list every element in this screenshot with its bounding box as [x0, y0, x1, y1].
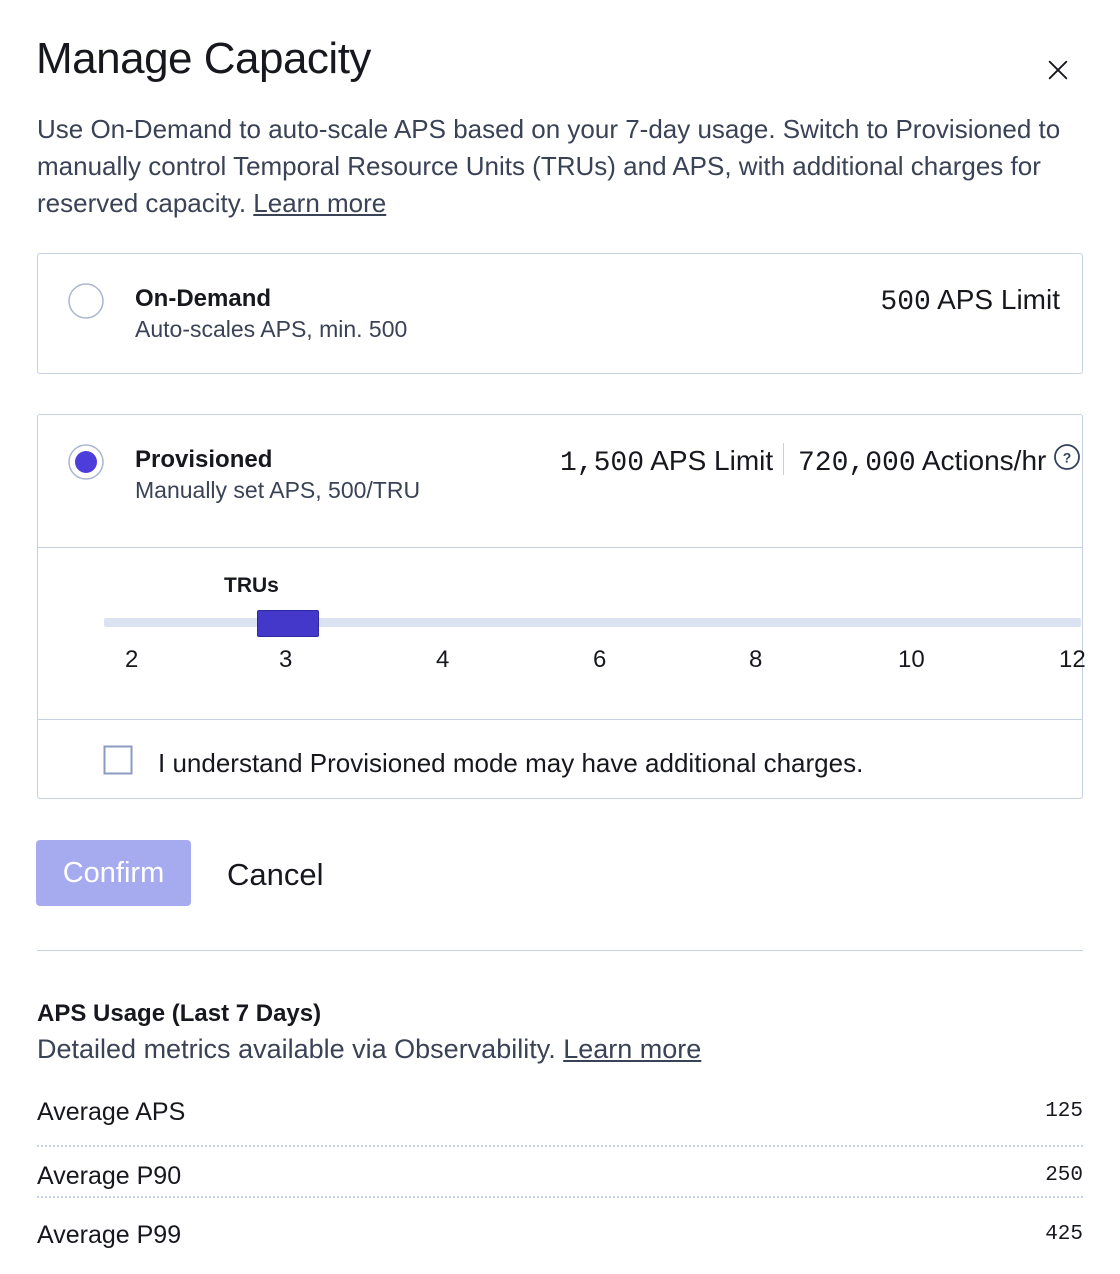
svg-text:?: ? [1063, 450, 1072, 466]
